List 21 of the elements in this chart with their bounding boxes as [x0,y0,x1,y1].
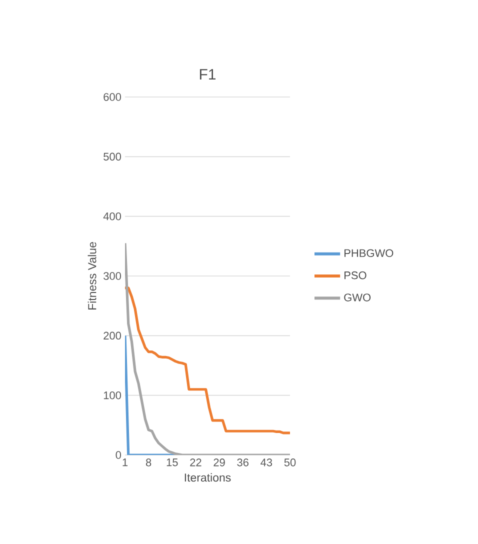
legend-label: PSO [344,271,366,280]
x-tick-label: 8 [146,458,152,466]
chart-title: F1 [200,69,216,80]
y-tick-label: 0 [116,451,122,459]
x-tick-label: 36 [237,458,248,466]
y-tick-label: 100 [104,391,122,400]
x-tick-label: 43 [260,458,272,466]
x-tick-label: 1 [122,458,128,466]
x-tick-label: 50 [284,458,296,466]
legend-label: PHBGWO [344,249,394,258]
y-tick-label: 400 [103,212,122,220]
y-tick-label: 600 [104,93,122,101]
y-axis-title: Fitness Value [88,242,96,310]
y-tick-label: 300 [104,272,122,280]
y-tick-label: 500 [104,152,122,161]
y-tick-label: 200 [104,332,122,340]
x-tick-label: 15 [166,458,178,466]
legend-label: GWO [344,294,371,302]
x-axis-title: Iterations [184,473,231,482]
x-tick-label: 22 [190,458,202,466]
x-tick-label: 29 [214,458,225,466]
